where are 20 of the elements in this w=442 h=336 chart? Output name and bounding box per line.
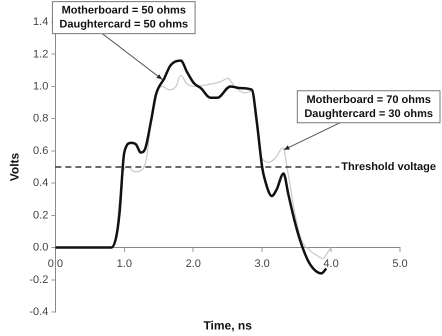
x-tick-label: 3.0 — [254, 258, 270, 270]
text: Motherboard = 50 ohms Daughtercard = 50 ohms — [59, 4, 188, 31]
y-tick-label: 0.0 — [33, 242, 48, 254]
ref-line-label: Threshold voltage — [341, 161, 436, 174]
text: Motherboard = 70 ohms Daughtercard = 30 ohms — [304, 94, 434, 120]
y-tick-label: -0.2 — [29, 274, 48, 286]
x-tick-label: 5.0 — [392, 258, 408, 270]
y-tick-label: 1.0 — [33, 80, 48, 92]
x-tick-label: 2.0 — [186, 258, 201, 270]
x-tick-label: 1.0 — [116, 258, 132, 270]
x-axis-title: Time, ns — [203, 318, 252, 332]
x-tick-label: 4.0 — [323, 258, 339, 270]
y-tick-label: 0.2 — [33, 209, 48, 222]
y-tick-label: 1.4 — [33, 16, 48, 28]
y-tick-label: 0.6 — [33, 144, 48, 157]
y-tick-label: 0.4 — [33, 177, 48, 190]
y-tick-label: 1.2 — [33, 48, 48, 60]
y-tick-label: -0.4 — [29, 306, 48, 318]
y-axis-title: Volts — [8, 152, 22, 182]
y-tick-label: 0.8 — [33, 112, 48, 125]
